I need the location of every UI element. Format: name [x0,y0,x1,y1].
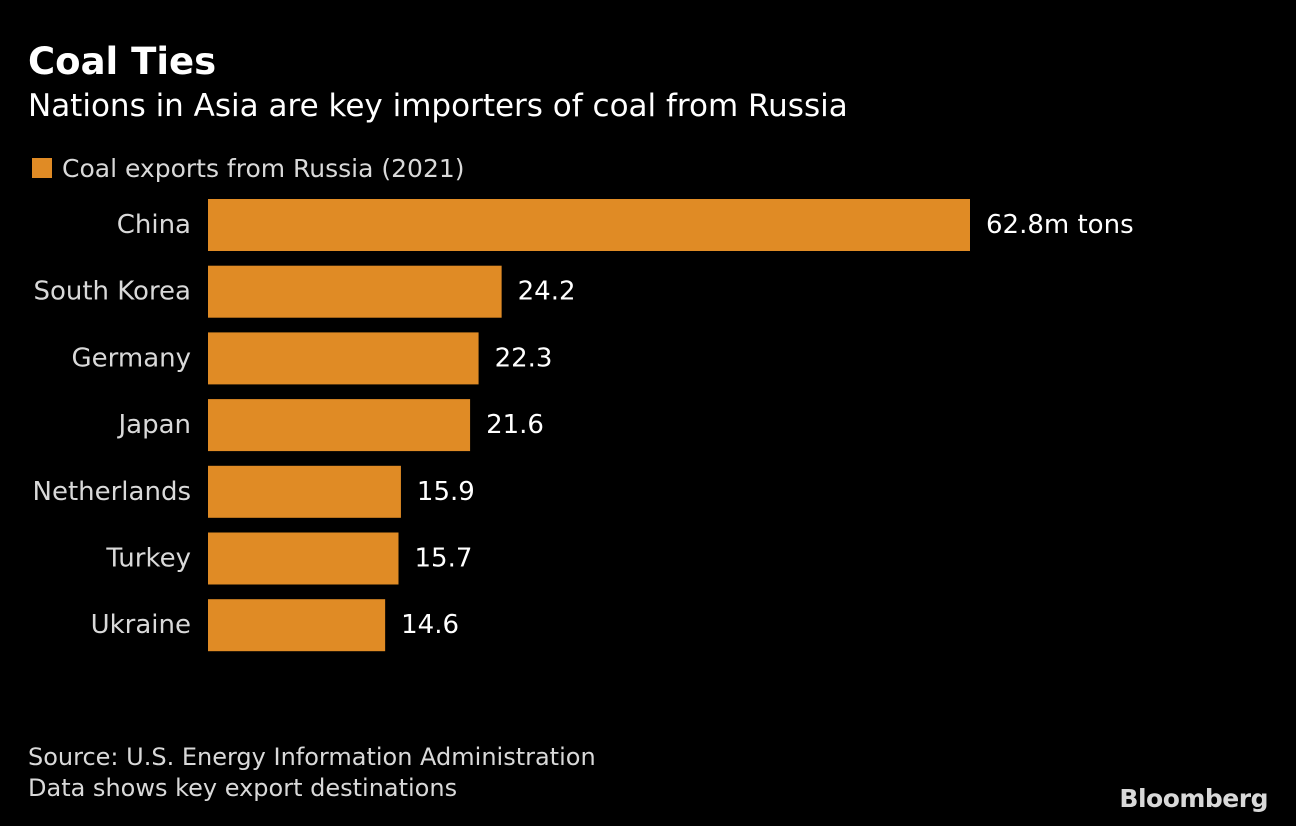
value-label: 14.6 [401,610,459,640]
category-label: Turkey [105,544,191,574]
value-label: 22.3 [495,343,553,373]
value-label: 62.8m tons [986,210,1134,240]
bar-germany [208,332,479,385]
value-label: 15.9 [417,477,475,507]
bar-ukraine [208,599,386,652]
bar-turkey [208,532,399,585]
data-note-text: Data shows key export destinations [28,774,458,802]
source-note: Source: U.S. Energy Information Administ… [28,742,596,804]
bar-netherlands [208,465,401,518]
chart-subtitle: Nations in Asia are key importers of coa… [28,88,848,124]
legend-swatch [32,158,52,178]
bloomberg-logo: Bloomberg [1119,784,1268,813]
category-label: China [117,210,191,240]
value-label: 24.2 [518,277,576,307]
bar-china [208,199,970,251]
legend: Coal exports from Russia (2021) [32,150,465,186]
bar-japan [208,399,471,452]
chart-title: Coal Ties [28,40,217,83]
value-label: 21.6 [486,410,544,440]
category-label: Japan [116,410,191,440]
value-label: 15.7 [415,544,473,574]
category-label: Netherlands [33,477,192,507]
category-label: Ukraine [91,610,191,640]
category-label: Germany [71,343,191,373]
legend-label: Coal exports from Russia (2021) [62,153,465,183]
bar-south-korea [208,265,502,318]
source-text: Source: U.S. Energy Information Administ… [28,743,596,771]
category-label: South Korea [33,277,191,307]
